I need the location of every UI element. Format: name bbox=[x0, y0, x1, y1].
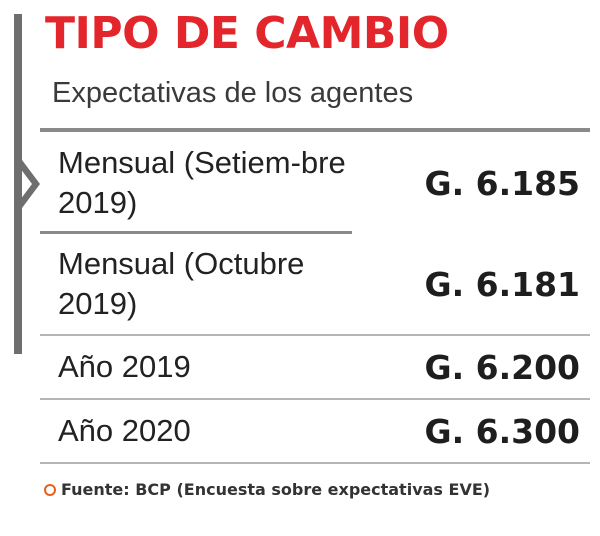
row-label: Mensual (Octubre 2019) bbox=[58, 246, 305, 321]
row-value: G. 6.300 bbox=[424, 411, 581, 451]
row-label: Año 2020 bbox=[58, 413, 191, 448]
row-value: G. 6.200 bbox=[424, 347, 581, 387]
page-subtitle: Expectativas de los agentes bbox=[52, 77, 414, 109]
source-note: Fuente: BCP (Encuesta sobre expectativas… bbox=[44, 480, 490, 499]
page-title: TIPO DE CAMBIO bbox=[45, 8, 449, 59]
row-label: Año 2019 bbox=[58, 349, 191, 384]
table-row-monthly-october: Mensual (Octubre 2019) G. 6.181 bbox=[40, 234, 590, 336]
row-value: G. 6.185 bbox=[424, 163, 581, 203]
row-value: G. 6.181 bbox=[424, 264, 581, 304]
row-label: Mensual (Setiem-bre 2019) bbox=[58, 145, 346, 220]
exchange-rate-table: Mensual (Setiem-bre 2019) G. 6.185 Mensu… bbox=[40, 128, 590, 464]
top-divider bbox=[40, 128, 590, 132]
circle-bullet-icon bbox=[44, 483, 56, 496]
source-text: Fuente: BCP (Encuesta sobre expectativas… bbox=[61, 480, 491, 499]
table-row-year-2019: Año 2019 G. 6.200 bbox=[40, 336, 590, 400]
table-row-monthly-september: Mensual (Setiem-bre 2019) G. 6.185 bbox=[40, 132, 590, 234]
chevron-right-icon bbox=[14, 160, 40, 208]
table-row-year-2020: Año 2020 G. 6.300 bbox=[40, 400, 590, 464]
side-accent-bar bbox=[14, 14, 22, 354]
